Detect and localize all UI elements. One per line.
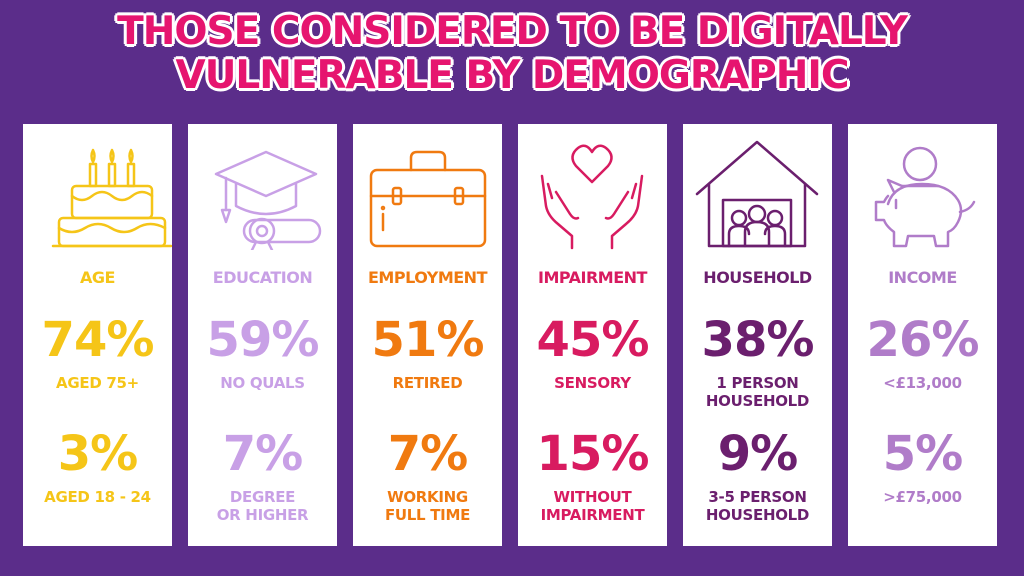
page-title: THOSE CONSIDERED TO BE DIGITALLY VULNERA… (0, 10, 1024, 98)
primary-stat: 74% (41, 312, 155, 368)
category-label: INCOME (888, 268, 957, 287)
income-card: £ INCOME 26% <£13,000 5% >£75,000 (848, 124, 997, 546)
education-card: EDUCATION 59% NO QUALS 7% DEGREE OR HIGH… (188, 124, 337, 546)
primary-stat: 38% (701, 312, 815, 368)
category-label: EMPLOYMENT (368, 268, 487, 287)
primary-stat-label: 1 PERSON HOUSEHOLD (705, 374, 810, 410)
title-line-2: VULNERABLE BY DEMOGRAPHIC (175, 53, 850, 98)
category-label: EDUCATION (212, 268, 313, 287)
impairment-card: IMPAIRMENT 45% SENSORY 15% WITHOUT IMPAI… (518, 124, 667, 546)
household-card: HOUSEHOLD 38% 1 PERSON HOUSEHOLD 9% 3-5 … (683, 124, 832, 546)
secondary-stat: 15% (536, 426, 650, 482)
category-label: IMPAIRMENT (538, 268, 647, 287)
secondary-stat-label: DEGREE OR HIGHER (216, 488, 309, 524)
category-label: AGE (80, 268, 115, 287)
hands-heart-icon (518, 132, 667, 250)
briefcase-icon (353, 132, 502, 250)
primary-stat-label: <£13,000 (883, 374, 962, 392)
secondary-stat: 9% (717, 426, 799, 482)
secondary-stat-label: WORKING FULL TIME (384, 488, 471, 524)
primary-stat-label: AGED 75+ (56, 374, 139, 392)
secondary-stat-label: AGED 18 - 24 (44, 488, 151, 506)
primary-stat-label: NO QUALS (220, 374, 305, 392)
secondary-stat: 5% (882, 426, 964, 482)
employment-card: EMPLOYMENT 51% RETIRED 7% WORKING FULL T… (353, 124, 502, 546)
secondary-stat-label: WITHOUT IMPAIRMENT (540, 488, 645, 524)
house-family-icon (683, 132, 832, 250)
primary-stat: 45% (536, 312, 650, 368)
category-label: HOUSEHOLD (703, 268, 812, 287)
birthday-cake-icon (23, 132, 173, 250)
title-line-1: THOSE CONSIDERED TO BE DIGITALLY (117, 9, 908, 54)
pound-sign: £ (913, 153, 927, 177)
primary-stat-label: RETIRED (392, 374, 463, 392)
primary-stat: 26% (866, 312, 980, 368)
age-card: AGE 74% AGED 75+ 3% AGED 18 - 24 (23, 124, 173, 546)
secondary-stat: 7% (222, 426, 304, 482)
secondary-stat-label: >£75,000 (883, 488, 962, 506)
piggy-bank-icon: £ (848, 132, 997, 250)
primary-stat: 51% (371, 312, 485, 368)
graduation-cap-icon (188, 132, 337, 252)
secondary-stat: 7% (387, 426, 469, 482)
primary-stat: 59% (206, 312, 320, 368)
secondary-stat: 3% (57, 426, 139, 482)
primary-stat-label: SENSORY (554, 374, 631, 392)
secondary-stat-label: 3-5 PERSON HOUSEHOLD (705, 488, 810, 524)
